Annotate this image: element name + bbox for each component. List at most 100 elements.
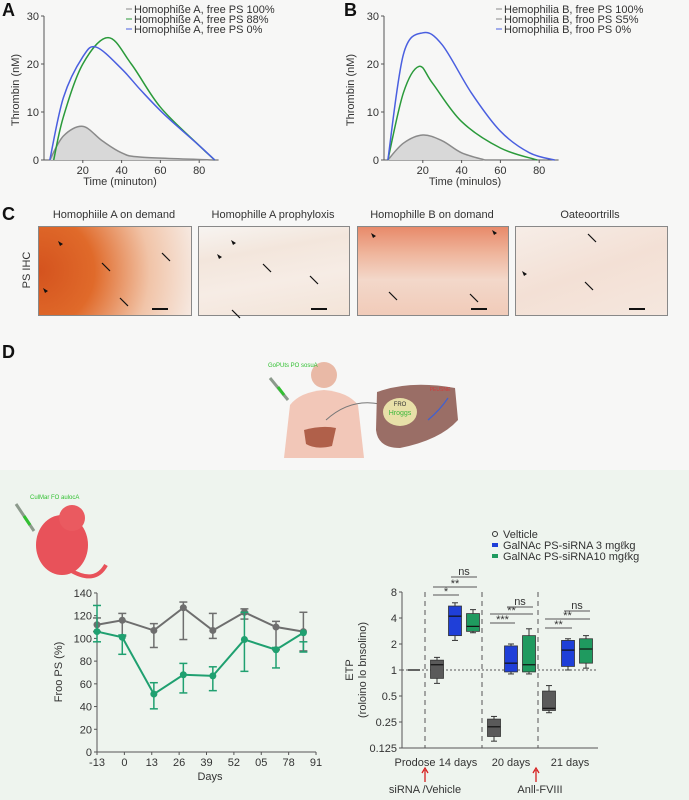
x-tick-label: 78	[283, 757, 295, 769]
x-tick-label: 0	[121, 757, 127, 769]
y-tick-label: 30	[27, 11, 39, 23]
arrowhead-icon	[492, 230, 497, 235]
x-tick-label: 80	[533, 165, 545, 177]
series-line	[49, 125, 215, 161]
arrow-icon	[101, 262, 111, 272]
arrowhead-icon	[217, 254, 222, 259]
significance-label: **	[507, 605, 516, 617]
legend-entry: Homophilia B, froo PS 0%	[504, 24, 631, 36]
chart-free-ps-xlabel: Days	[197, 771, 223, 783]
box	[522, 635, 536, 673]
legend-entry: Velticle	[503, 529, 538, 541]
y-tick-label: 10	[367, 107, 379, 119]
legend-entry: Homophilia B, froo PS S5%	[504, 14, 639, 26]
data-point	[118, 616, 126, 624]
series-line	[387, 134, 486, 161]
data-point	[179, 671, 187, 679]
arrowhead-icon	[371, 233, 376, 238]
chart-a-ylabel: Thrombin (nM)	[10, 54, 22, 126]
significance-label: ***	[496, 614, 510, 626]
category-label: 20 days	[492, 757, 531, 769]
x-tick-label: 39	[200, 757, 212, 769]
y-tick-label: 10	[27, 107, 39, 119]
significance-label: ns	[458, 566, 470, 578]
category-label: 21 days	[551, 757, 590, 769]
chart-b: 20 40 60 80 0 10 20 30	[367, 11, 559, 177]
panel-label-d: D	[2, 342, 15, 362]
y-tick-label: 80	[80, 656, 92, 668]
x-tick-label: 80	[193, 165, 205, 177]
legend-entry: Hemophilia B, free PS 100%	[504, 4, 644, 16]
ihc-image-hemophilia-a-prophylaxis	[198, 226, 350, 316]
hepatocyte-cluster	[383, 398, 417, 426]
y-tick-label: 0.5	[382, 691, 397, 703]
data-point	[93, 628, 101, 636]
y-tick-label: 0	[86, 747, 92, 759]
box	[542, 690, 556, 711]
syringe-fluid-icon	[22, 515, 32, 526]
series-line	[387, 65, 538, 161]
legend-entry: Homophiße A, free PS 100%	[134, 4, 275, 16]
chart-b-legend: Hemophilia B, free PS 100% Homophilia B,…	[496, 4, 644, 36]
arrow-icon	[231, 309, 241, 319]
arrowhead-icon	[43, 288, 48, 293]
annotation-anti-fviii: Anll-FVIII	[517, 784, 562, 796]
chart-etp-ylabel-2: (roloino lo bnsolino)	[357, 622, 369, 718]
y-tick-label: 120	[74, 611, 92, 623]
x-tick-label: 20	[417, 165, 429, 177]
y-tick-label: 0.25	[376, 717, 397, 729]
x-tick-label: 13	[146, 757, 158, 769]
data-point	[118, 633, 126, 641]
significance-label: **	[554, 619, 563, 631]
ihc-annotations	[43, 230, 645, 319]
panel-label-c: C	[2, 204, 15, 224]
y-tick-label: 30	[367, 11, 379, 23]
ihc-column-title: Homophiile A on demand	[53, 209, 175, 221]
arrowhead-icon	[58, 241, 63, 246]
syringe-fluid-icon	[276, 386, 286, 396]
arrow-icon	[161, 252, 171, 262]
arrow-icon	[469, 293, 479, 303]
significance-label: **	[451, 578, 460, 590]
series-line	[49, 45, 216, 161]
annotation-sirna-vehicle: siRNA /Vehicle	[389, 784, 461, 796]
y-tick-label: 0	[373, 155, 379, 167]
y-tick-label: 0	[33, 155, 39, 167]
y-tick-label: 60	[80, 679, 92, 691]
box	[466, 613, 480, 632]
x-tick-label: 91	[310, 757, 322, 769]
siRNA-arrow-icon	[421, 766, 429, 782]
connector-line	[325, 402, 381, 421]
arrowhead-icon	[231, 240, 236, 245]
y-tick-label: 100	[74, 633, 92, 645]
chart-b-xlabel: Time (minulos)	[429, 176, 501, 188]
monkey-illustration: CulMar FO aulocA	[14, 495, 108, 579]
chart-b-ylabel: Thrombin (nM)	[345, 54, 357, 126]
data-point	[240, 636, 248, 644]
x-tick-label: -13	[89, 757, 105, 769]
ihc-image-osteoarthritis	[515, 226, 668, 316]
box	[448, 605, 462, 637]
chart-free-ps-ylabel: Froo PS (%)	[53, 642, 65, 703]
human-liver-icon	[304, 426, 336, 448]
chart-etp-ylabel: ETP	[344, 659, 356, 680]
ihc-row-label: PS IHC	[21, 252, 33, 289]
y-tick-label: 1	[391, 665, 397, 677]
chart-a-xlabel: Time (minuton)	[83, 176, 157, 188]
arrowhead-icon	[522, 271, 527, 276]
liver-label: PEUSNE	[430, 387, 451, 393]
liver-label: FRO	[394, 402, 407, 408]
vessel-icon	[427, 397, 449, 421]
category-label: 14 days	[439, 757, 478, 769]
legend-entry: Homophiße A, free PS 0%	[134, 24, 263, 36]
y-tick-label: 20	[367, 59, 379, 71]
human-torso	[284, 390, 364, 458]
series-line	[96, 630, 304, 696]
arrow-icon	[309, 275, 319, 285]
x-tick-label: 40	[115, 165, 127, 177]
data-point	[299, 629, 307, 637]
data-point	[150, 690, 158, 698]
x-tick-label: 52	[228, 757, 240, 769]
